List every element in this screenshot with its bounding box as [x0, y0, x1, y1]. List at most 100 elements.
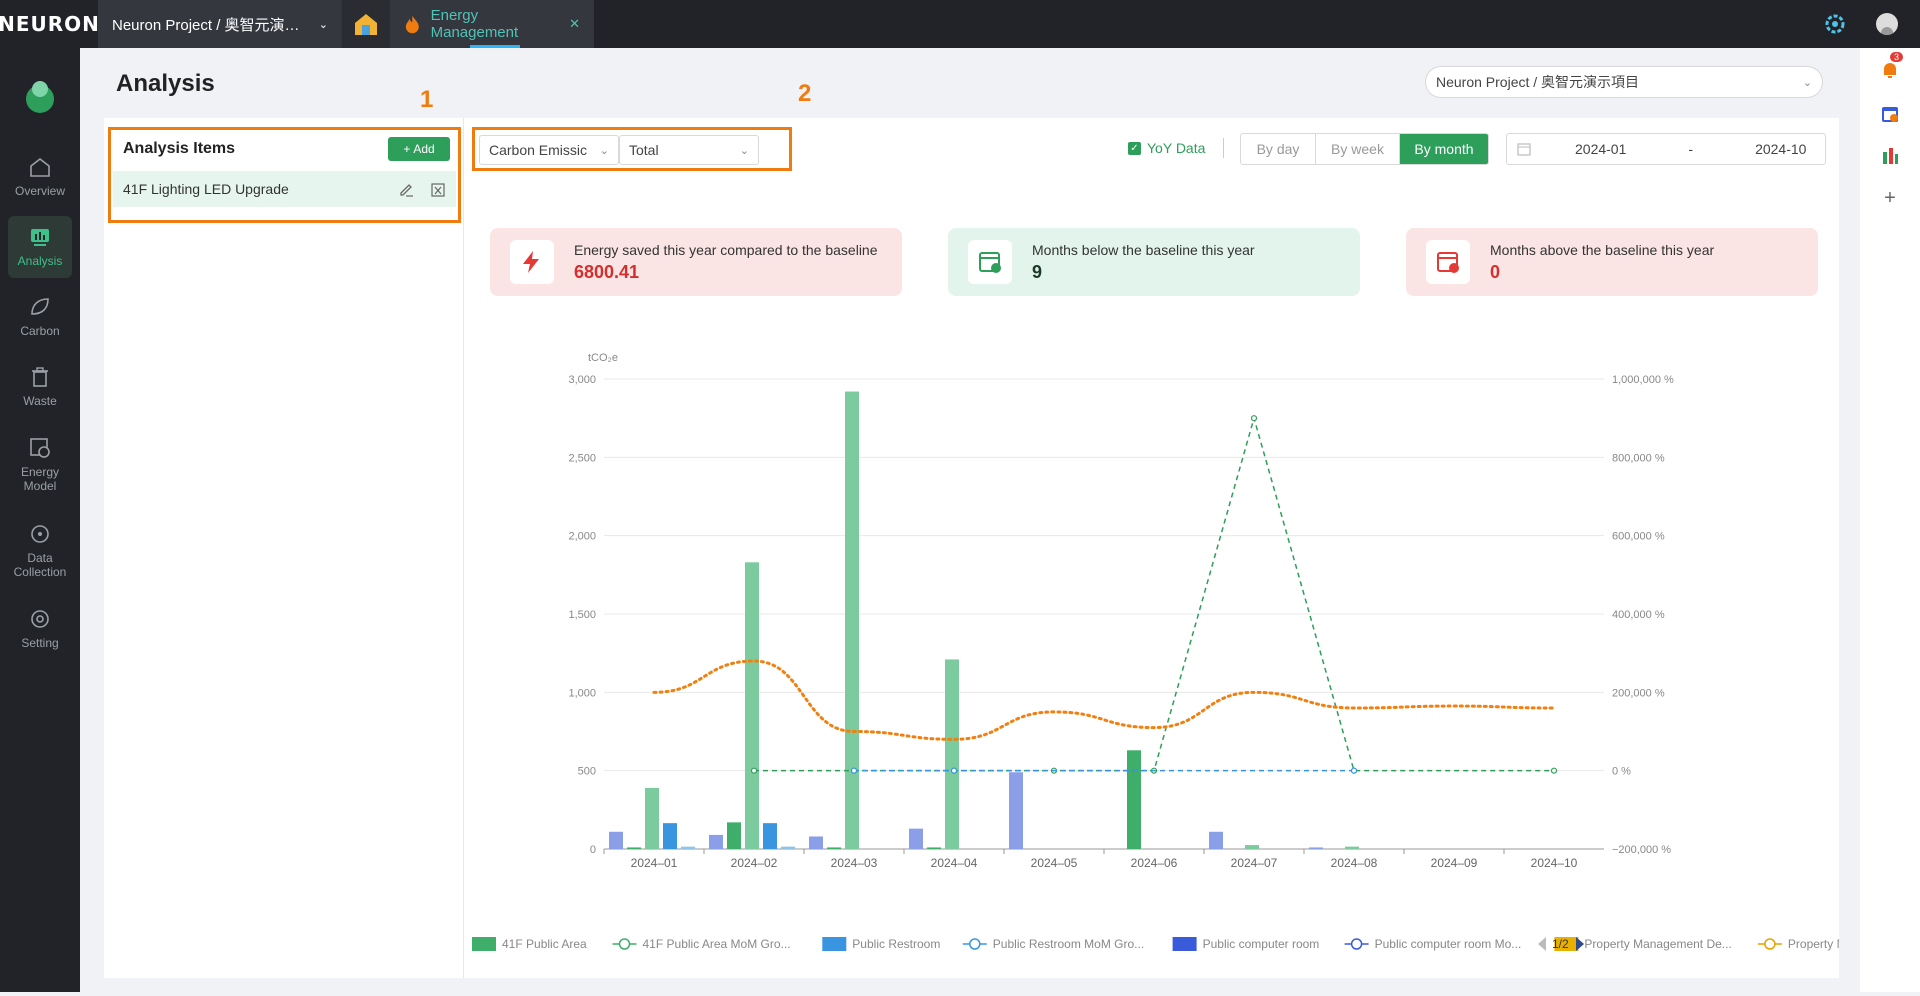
metric-select[interactable]: Carbon Emissic ⌄: [479, 135, 619, 165]
project-dropdown[interactable]: Neuron Project / 奥智元演示項目 ⌄: [1425, 66, 1823, 98]
sidebar-item-energy-model[interactable]: Energy Model: [8, 426, 72, 504]
legend-next-icon: [1576, 937, 1584, 951]
sidebar-item-data-collection[interactable]: Data Collection: [8, 512, 72, 590]
chart-bar: [1209, 831, 1223, 849]
add-analysis-item-button[interactable]: + Add: [388, 137, 450, 161]
chart-bar: [745, 562, 759, 849]
filter-highlight: Carbon Emissic ⌄ Total ⌄: [472, 127, 792, 171]
chart-series-line: [652, 659, 1556, 741]
stat-label: Months below the baseline this year: [1032, 241, 1255, 258]
chart-bar: [945, 659, 959, 849]
by-month-button[interactable]: By month: [1400, 134, 1488, 164]
legend-prev-icon: [1538, 937, 1546, 951]
project-selector[interactable]: Neuron Project / 奥智元演… ⌄: [98, 0, 342, 48]
y2-tick-label: 800,000 %: [1612, 452, 1665, 464]
chart-bar: [763, 823, 777, 849]
x-tick-label: 2024–10: [1531, 856, 1578, 870]
chart-bar: [727, 822, 741, 849]
y2-tick-label: 200,000 %: [1612, 687, 1665, 699]
date-start[interactable]: 2024-01: [1575, 141, 1627, 157]
chart-bar: [809, 836, 823, 849]
calendar-icon[interactable]: [1880, 104, 1900, 124]
y2-tick-label: 400,000 %: [1612, 609, 1665, 621]
chart-bar: [681, 846, 695, 849]
annotation-marker-2: 2: [798, 80, 812, 107]
stat-value: 9: [1032, 261, 1043, 282]
sidebar-item-waste[interactable]: Waste: [8, 356, 72, 418]
plus-icon[interactable]: +: [1884, 187, 1896, 209]
sidebar-item-analysis[interactable]: Analysis: [8, 216, 72, 278]
x-tick-label: 2024–01: [631, 856, 678, 870]
active-tab-indicator: [470, 45, 520, 48]
delete-icon[interactable]: [430, 181, 446, 197]
sidebar-item-label: Overview: [14, 184, 65, 198]
sidebar: Overview Analysis Carbon Waste Energy Mo…: [0, 48, 80, 992]
chart-bar: [1309, 847, 1323, 849]
home-icon: [355, 14, 377, 35]
edit-icon[interactable]: [398, 181, 414, 197]
legend-label: 41F Public Area: [502, 937, 587, 951]
date-separator: -: [1688, 141, 1694, 157]
gear-icon[interactable]: [1824, 13, 1846, 35]
chart-area: Carbon Emissic ⌄ Total ⌄ ✓ YoY Data By d…: [466, 118, 1839, 978]
date-end[interactable]: 2024-10: [1755, 141, 1807, 157]
setting-icon: [31, 610, 49, 628]
tab-energy-management[interactable]: Energy Management ✕: [390, 0, 594, 48]
x-tick-label: 2024–07: [1231, 856, 1278, 870]
legend-swatch: [969, 938, 981, 950]
neuron-logo[interactable]: NEURON: [0, 12, 100, 36]
analysis-panel: Analysis Items + Add 41F Lighting LED Up…: [104, 118, 1839, 978]
chevron-down-icon: ⌄: [599, 144, 609, 157]
chart-bar: [645, 787, 659, 849]
energy-model-icon: [30, 438, 50, 458]
y-tick-label: 1,500: [568, 609, 596, 621]
avatar[interactable]: [1876, 13, 1898, 35]
chevron-down-icon: ⌄: [1802, 76, 1812, 89]
legend-label: Public Restroom MoM Gro...: [993, 937, 1144, 951]
home-tab[interactable]: [342, 0, 390, 48]
granularity-toggle: By day By week By month: [1240, 133, 1489, 165]
chart-report-icon[interactable]: [1880, 146, 1900, 166]
y2-tick-label: −200,000 %: [1612, 844, 1671, 856]
x-tick-label: 2024–04: [931, 856, 978, 870]
legend-label: Public Restroom: [852, 937, 940, 951]
notification-bell-icon[interactable]: 3: [1880, 52, 1904, 80]
chart-bar: [609, 831, 623, 849]
x-tick-label: 2024–08: [1331, 856, 1378, 870]
y-tick-label: 500: [578, 766, 596, 778]
stat-value: 6800.41: [574, 261, 640, 282]
calendar-icon: [1517, 143, 1531, 156]
sidebar-item-label: Waste: [23, 394, 57, 408]
legend-swatch: [1764, 938, 1776, 950]
stat-card-months-below: Months below the baseline this year 9: [948, 228, 1360, 296]
close-icon[interactable]: ✕: [569, 16, 580, 31]
y-tick-label: 2,000: [568, 531, 596, 543]
chart-bar: [827, 847, 841, 849]
carbon-icon: [31, 298, 49, 315]
legend-swatch: [1172, 937, 1197, 951]
date-range-picker[interactable]: 2024-01 - 2024-10: [1506, 133, 1826, 165]
sidebar-item-setting[interactable]: Setting: [8, 598, 72, 660]
legend-label: 41F Public Area MoM Gro...: [643, 937, 791, 951]
notification-badge: 3: [1890, 52, 1904, 62]
sidebar-item-label: Analysis: [17, 254, 63, 268]
plus-icon: +: [403, 142, 411, 156]
yoy-checkbox[interactable]: ✓ YoY Data: [1128, 140, 1205, 156]
scope-select[interactable]: Total ⌄: [619, 135, 759, 165]
chart-bar: [909, 828, 923, 849]
y-tick-label: 0: [590, 844, 596, 856]
sidebar-item-carbon[interactable]: Carbon: [8, 286, 72, 348]
home-icon: [30, 157, 50, 177]
sidebar-item-overview[interactable]: Overview: [8, 146, 72, 208]
chart-bar: [781, 846, 795, 849]
list-item[interactable]: 41F Lighting LED Upgrade: [113, 171, 456, 207]
by-week-button[interactable]: By week: [1316, 134, 1400, 164]
chart-bar: [1345, 846, 1359, 849]
by-day-button[interactable]: By day: [1241, 134, 1316, 164]
y-tick-label: 2,500: [568, 452, 596, 464]
y2-tick-label: 600,000 %: [1612, 531, 1665, 543]
right-toolbar: 3 +: [1860, 48, 1920, 992]
app-logo: [0, 48, 80, 146]
chart-bar: [709, 834, 723, 849]
chart-point: [950, 767, 958, 774]
